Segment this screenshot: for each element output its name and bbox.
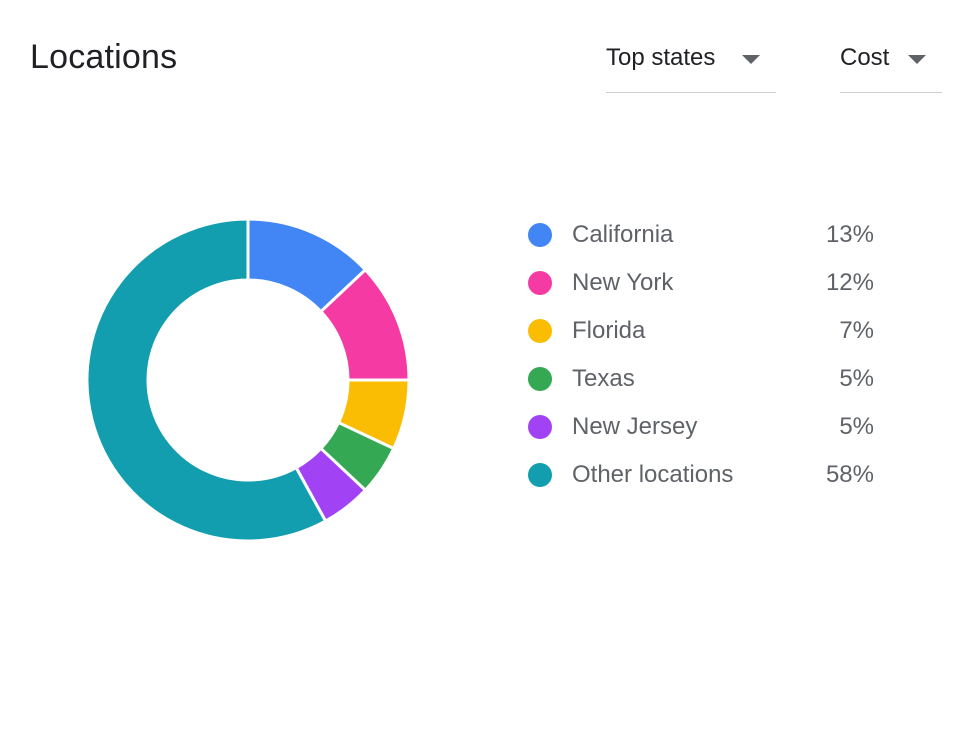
legend-value: 13% [825,221,874,248]
legend-swatch [528,415,552,439]
legend-label: New Jersey [572,413,698,440]
chart-legend: California 13% New York 12% Florida 7% Texas 5%… [526,212,886,500]
legend-value: 58% [825,461,874,488]
metric-dropdown[interactable]: Cost [840,40,942,93]
caret-down-icon [742,55,760,64]
legend-item: California 13% [526,212,886,260]
legend-value: 12% [825,269,874,296]
legend-label: California [572,221,674,248]
legend-label: Florida [572,317,646,344]
legend-swatch [528,367,552,391]
legend-value: 5% [839,413,874,440]
donut-chart [85,217,411,543]
legend-swatch [528,223,552,247]
card-title: Locations [30,38,178,76]
location-scope-selected: Top states [606,44,716,71]
donut-slice-other-locations[interactable] [85,217,328,543]
legend-swatch [528,463,552,487]
legend-swatch [528,319,552,343]
legend-value: 5% [839,365,874,392]
legend-item: Florida 7% [526,308,886,356]
legend-item: New Jersey 5% [526,404,886,452]
caret-down-icon [908,55,926,64]
legend-value: 7% [839,317,874,344]
location-scope-dropdown[interactable]: Top states [606,40,776,93]
legend-swatch [528,271,552,295]
metric-selected: Cost [840,44,890,71]
legend-label: Other locations [572,461,734,488]
legend-item: New York 12% [526,260,886,308]
legend-label: New York [572,269,674,296]
legend-item: Other locations 58% [526,452,886,500]
legend-item: Texas 5% [526,356,886,404]
legend-label: Texas [572,365,635,392]
